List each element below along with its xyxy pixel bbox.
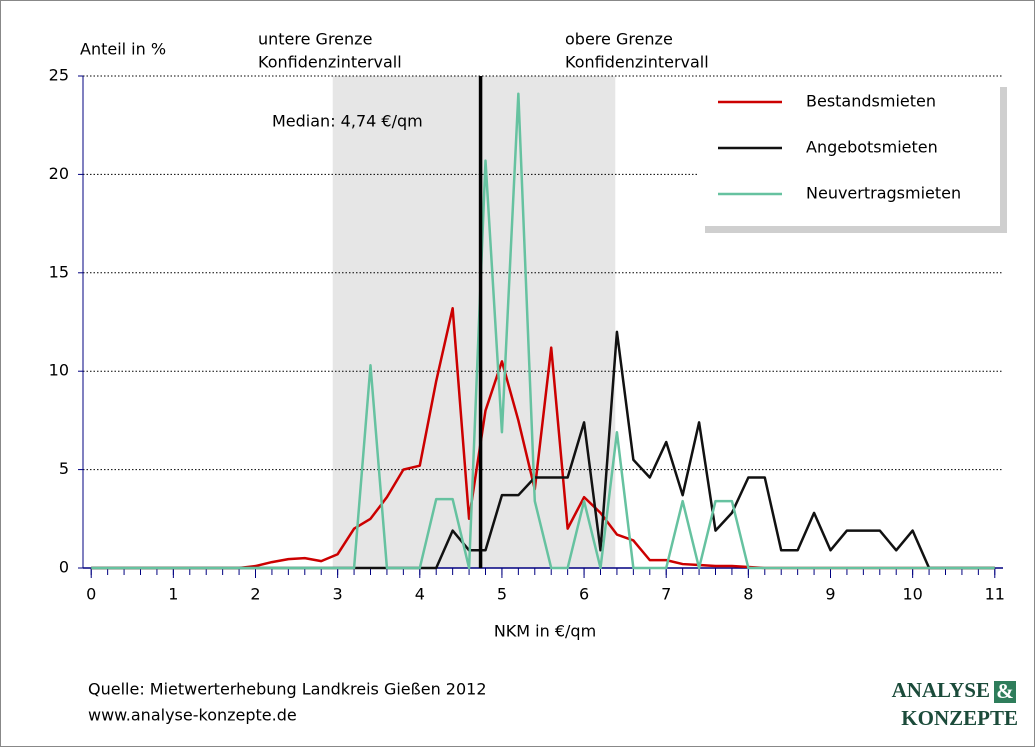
x-tick-label: 10 [902,585,922,604]
y-tick-label: 20 [49,164,69,183]
y-axis-label: Anteil in % [80,40,166,59]
logo: KONZEPTE [901,706,1018,730]
x-tick-label: 1 [168,585,178,604]
annotation: obere Grenze [565,30,673,49]
y-tick-label: 15 [49,262,69,281]
legend-label: Angebotsmieten [806,138,938,157]
x-tick-label: 11 [985,585,1005,604]
x-tick-label: 0 [86,585,96,604]
x-axis-label: NKM in €/qm [494,622,596,641]
logo: & [996,679,1014,703]
legend-label: Neuvertragsmieten [806,184,961,203]
series-line [91,92,995,570]
legend [698,80,1000,226]
y-tick-label: 5 [59,459,69,478]
annotation: Konfidenzintervall [258,53,402,72]
x-tick-label: 9 [825,585,835,604]
legend-label: Bestandsmieten [806,92,936,111]
y-tick-label: 10 [49,361,69,380]
url: www.analyse-konzepte.de [88,706,297,725]
x-tick-label: 5 [497,585,507,604]
y-tick-label: 0 [59,558,69,577]
y-tick-label: 25 [49,66,69,85]
logo-box [994,681,1016,703]
x-tick-label: 3 [333,585,343,604]
logo: ANALYSE [892,678,990,702]
x-tick-label: 7 [661,585,671,604]
annotation: untere Grenze [258,30,372,49]
annotation: Konfidenzintervall [565,53,709,72]
x-tick-label: 6 [579,585,589,604]
source: Quelle: Mietwerterhebung Landkreis Gieße… [88,680,487,699]
annotation: Median: 4,74 €/qm [272,112,423,131]
x-tick-label: 2 [250,585,260,604]
x-tick-label: 4 [415,585,425,604]
x-tick-label: 8 [743,585,753,604]
